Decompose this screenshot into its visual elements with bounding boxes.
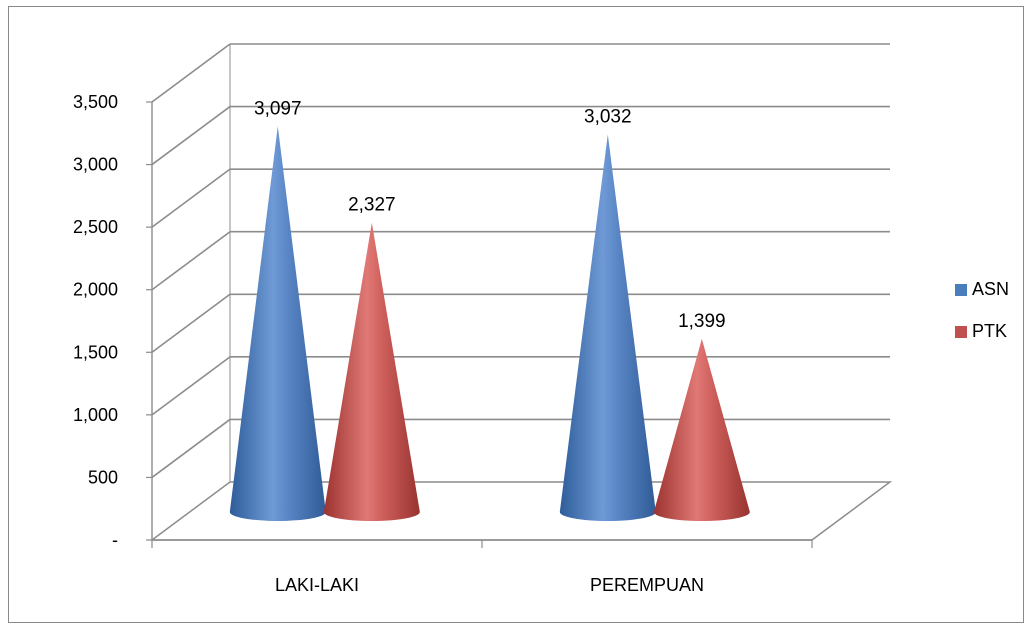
cone-ptk (653, 338, 750, 521)
cone-body (653, 338, 750, 521)
legend-swatch (955, 326, 967, 338)
cone-asn (229, 126, 326, 521)
legend-swatch (955, 284, 967, 296)
y-tick-label: 3,000 (73, 155, 118, 175)
y-tick-label: 3,500 (73, 92, 118, 112)
cones (229, 126, 750, 521)
y-tick-label: 1,500 (73, 342, 118, 362)
data-label: 2,327 (348, 195, 396, 216)
legend-label: PTK (972, 321, 1007, 341)
legend-label: ASN (972, 279, 1009, 299)
cone-asn (559, 134, 656, 521)
cone-ptk (323, 222, 420, 521)
data-labels: 3,097 3,032 2,327 1,399 (254, 98, 726, 331)
x-category-label: PEREMPUAN (590, 575, 704, 595)
data-label: 3,097 (254, 98, 302, 119)
axis-lines (146, 101, 813, 548)
y-tick-label: 2,000 (73, 280, 118, 300)
y-tick-labels: - 500 1,000 1,500 2,000 2,500 3,000 3,500 (73, 92, 118, 550)
y-tick-label: 1,000 (73, 405, 118, 425)
gridline-side (151, 418, 231, 479)
gridline-side (151, 293, 231, 353)
chart-frame (8, 6, 1024, 623)
y-tick-label: 500 (88, 467, 118, 487)
data-label: 1,399 (678, 311, 726, 332)
gridlines (151, 43, 890, 479)
y-tick-label: - (112, 530, 118, 550)
cone-body (323, 222, 420, 521)
gridline-side (151, 43, 231, 103)
gridline-side (151, 231, 231, 291)
gridline-side (151, 168, 231, 228)
gridline-side (151, 105, 231, 166)
cone-body (229, 126, 326, 521)
x-category-labels: LAKI-LAKI PEREMPUAN (275, 575, 704, 595)
gridline-side (151, 356, 231, 416)
cone-body (559, 134, 656, 521)
data-label: 3,032 (584, 106, 632, 127)
x-category-label: LAKI-LAKI (275, 575, 359, 595)
y-tick-label: 2,500 (73, 217, 118, 237)
legend: ASN PTK (955, 279, 1009, 341)
